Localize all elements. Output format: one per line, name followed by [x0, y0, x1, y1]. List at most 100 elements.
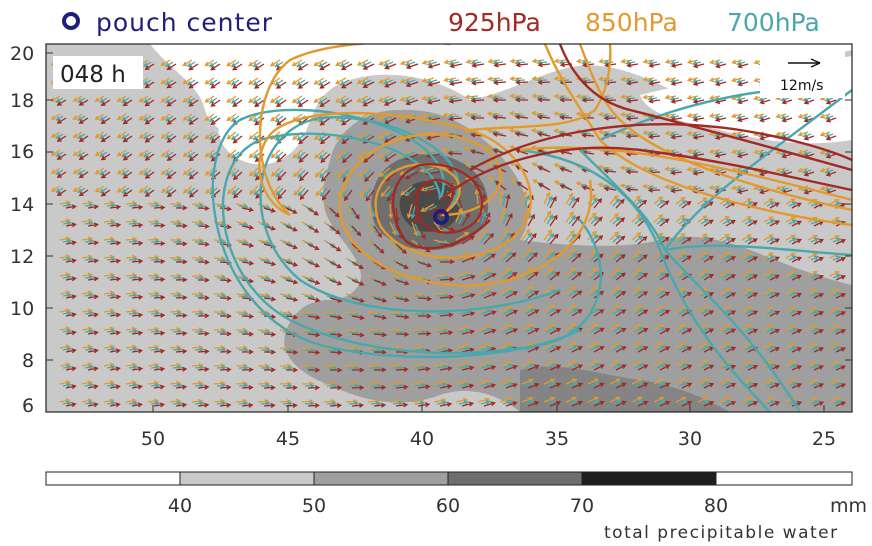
wind-vector-arrow [653, 214, 664, 223]
wind-vector-arrow [515, 62, 529, 68]
wind-vector-arrow [395, 331, 410, 337]
wind-vector-arrow [65, 402, 77, 408]
wind-vector-arrow [351, 385, 365, 391]
colorbar-bin [313, 471, 449, 486]
wind-vector-arrow [131, 348, 144, 354]
wind-vector-arrow [417, 366, 431, 372]
wind-vector-arrow [395, 261, 409, 269]
wind-vector-arrow [238, 365, 249, 371]
wind-vector-arrow [714, 117, 727, 123]
wind-vector-arrow [813, 347, 825, 353]
wind-vector-arrow [395, 367, 409, 372]
wind-vector-arrow [304, 383, 316, 389]
wind-vector-arrow [775, 131, 787, 137]
wind-vector-arrow [549, 233, 559, 245]
wind-vector-arrow [373, 402, 387, 408]
wind-vector-arrow [719, 270, 731, 277]
wind-vector-arrow [631, 268, 642, 277]
wind-vector-arrow [194, 329, 205, 335]
wind-vector-arrow [634, 290, 644, 297]
wind-vector-arrow [138, 185, 149, 193]
wind-vector-arrow [747, 364, 759, 371]
wind-vector-arrow [656, 217, 665, 225]
wind-vector-arrow [100, 117, 111, 125]
wind-vector-arrow [549, 327, 562, 335]
wind-vector-arrow [744, 255, 754, 261]
wind-vector-arrow [357, 149, 369, 159]
wind-vector-arrow [590, 363, 601, 369]
wind-vector-arrow [395, 243, 407, 255]
wind-vector-arrow [204, 131, 215, 140]
wind-vector-arrow [725, 292, 737, 299]
wind-vector-arrow [362, 81, 375, 88]
wind-vector-arrow [480, 381, 492, 387]
wind-vector-arrow [575, 93, 589, 99]
wind-vector-arrow [480, 327, 492, 333]
wind-vector-arrow [116, 131, 127, 139]
wind-vector-arrow [144, 117, 155, 125]
wind-vector-arrow [291, 77, 303, 85]
wind-vector-arrow [527, 252, 538, 263]
wind-vector-arrow [483, 273, 497, 281]
wind-vector-arrow [442, 112, 457, 118]
wind-vector-arrow [458, 273, 471, 279]
wind-vector-arrow [819, 185, 831, 191]
wind-vector-arrow [84, 256, 95, 262]
wind-vector-arrow [546, 251, 556, 261]
wind-vector-arrow [692, 152, 705, 158]
wind-vector-arrow [480, 272, 492, 279]
wind-vector-arrow [449, 81, 463, 87]
wind-vector-arrow [480, 309, 492, 315]
wind-vector-arrow [291, 95, 303, 104]
wind-vector-arrow [568, 196, 576, 207]
wind-vector-arrow [719, 288, 731, 295]
wind-vector-arrow [65, 258, 77, 264]
wind-vector-arrow [204, 149, 215, 158]
wind-vector-arrow [461, 347, 475, 353]
wind-vector-arrow [791, 274, 803, 281]
wind-vector-arrow [226, 185, 237, 195]
wind-vector-arrow [351, 279, 365, 286]
wind-vector-arrow [492, 131, 507, 137]
wind-vector-arrow [299, 171, 309, 182]
wind-vector-arrow [575, 181, 589, 187]
wind-vector-arrow [329, 403, 343, 408]
wind-vector-arrow [247, 77, 259, 85]
wind-vector-arrow [642, 130, 655, 136]
wind-vector-arrow [626, 98, 639, 104]
wind-vector-arrow [537, 79, 551, 85]
wind-vector-arrow [370, 401, 382, 406]
wind-vector-arrow [813, 256, 825, 263]
colorbar: 40 50 60 70 80 mm total precipitable wat… [45, 471, 867, 543]
reference-vector-label: 12m/s [780, 78, 823, 94]
wind-vector-arrow [692, 134, 705, 140]
wind-vector-arrow [160, 77, 171, 85]
wind-vector-arrow [441, 147, 456, 153]
wind-vector-arrow [241, 242, 255, 248]
wind-vectors [50, 58, 847, 408]
wind-vector-arrow [502, 399, 513, 405]
wind-vector-arrow [362, 99, 375, 107]
wind-vector-arrow [492, 97, 507, 103]
wind-vector-arrow [775, 167, 787, 173]
wind-vector-arrow [275, 187, 284, 197]
wind-vector-arrow [78, 171, 89, 179]
wind-vector-arrow [546, 308, 557, 315]
wind-vector-arrow [138, 95, 149, 103]
wind-vector-arrow [659, 382, 671, 389]
wind-vector-arrow [590, 271, 600, 279]
wind-vector-arrow [153, 312, 166, 318]
wind-vector-arrow [160, 167, 171, 176]
wind-vector-arrow [612, 308, 622, 315]
wind-vector-arrow [232, 81, 243, 89]
wind-vector-arrow [150, 257, 161, 263]
wind-vector-arrow [813, 401, 825, 407]
wind-vector-arrow [722, 291, 732, 297]
wind-vector-arrow [508, 93, 523, 99]
wind-vector-arrow [84, 400, 94, 406]
wind-vector-arrow [65, 276, 77, 282]
wind-vector-arrow [231, 187, 240, 196]
wind-vector-arrow [480, 345, 492, 351]
wind-vector-arrow [788, 381, 798, 387]
wind-vector-arrow [788, 201, 798, 207]
